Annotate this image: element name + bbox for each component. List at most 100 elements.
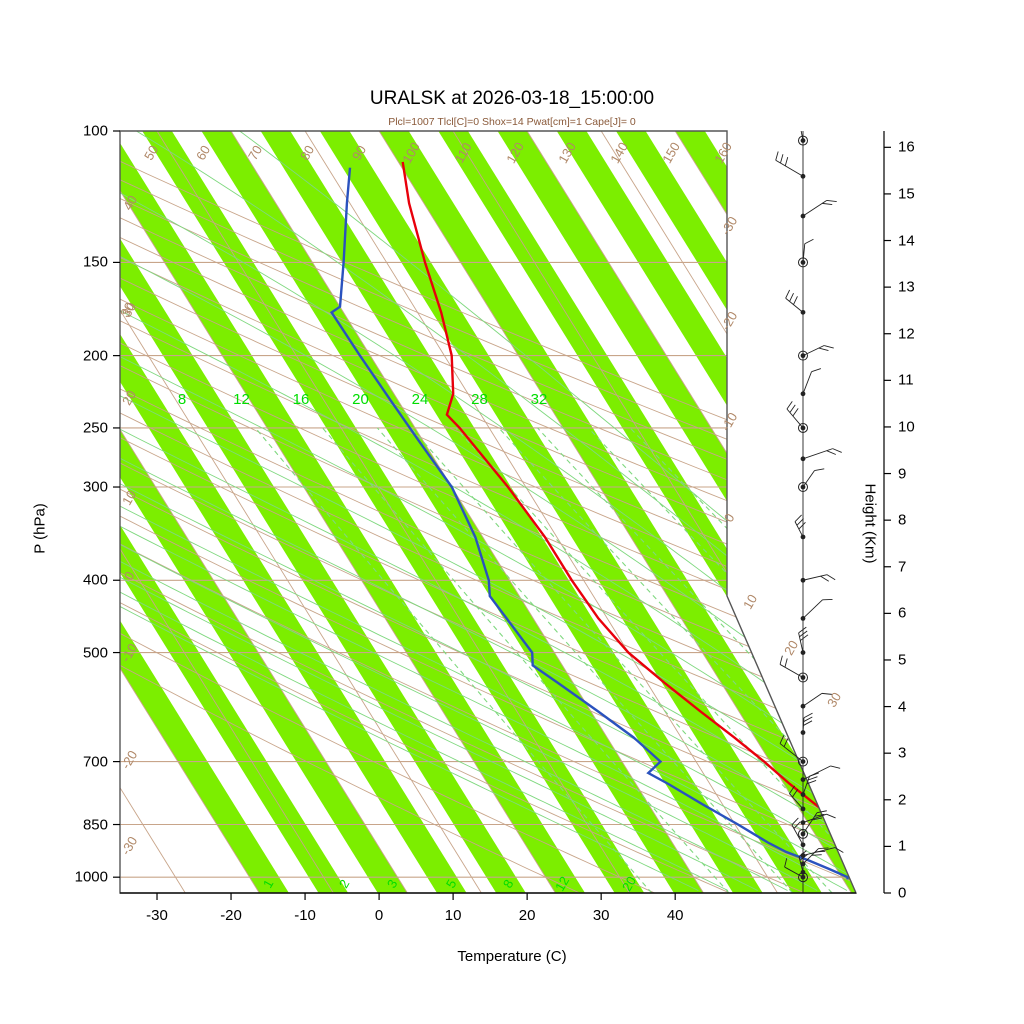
wind-level-circle	[798, 482, 808, 493]
dry-adiabat-line	[120, 235, 806, 893]
height-tick-label: 5	[898, 651, 907, 669]
wind-barb-shaft	[802, 371, 812, 394]
wind-barb-feather	[784, 156, 789, 166]
dry-adiabat-line	[120, 136, 856, 815]
wind-barb-shaft	[802, 574, 828, 581]
temperature-tick-label: -20	[220, 907, 242, 924]
moist-adiabat-line	[120, 131, 856, 891]
temperature-tick-label: -30	[146, 907, 168, 924]
wind-level-circle	[798, 672, 808, 683]
isotherm-line	[230, 131, 704, 893]
isotach-label: 8	[178, 391, 186, 408]
moist-adiabat-line	[120, 131, 856, 891]
moist-adiabat-line	[230, 131, 856, 891]
grid-label: 70	[245, 143, 265, 163]
wind-barb-feather	[785, 289, 791, 299]
wind-barb-feather	[791, 817, 799, 826]
grid-label: 40	[120, 193, 140, 213]
height-tick-label: 14	[898, 232, 915, 250]
wind-level-circle	[798, 350, 808, 361]
wind-barb-feather	[820, 575, 829, 582]
wind-level-dot	[800, 456, 806, 462]
plot-border	[119, 130, 858, 894]
dry-adiabat-line	[120, 173, 856, 893]
wind-barb-feather	[811, 854, 822, 856]
dry-adiabat-line	[120, 137, 856, 893]
wind-barb-feather	[822, 202, 833, 205]
moist-adiabat-line	[120, 131, 856, 891]
grid-label: 10	[119, 488, 139, 508]
height-tick-label: 7	[898, 558, 907, 576]
height-tick-label: 0	[898, 884, 907, 902]
isotach-label: 24	[412, 391, 429, 408]
dry-adiabat-line	[120, 137, 856, 893]
isotach-band	[120, 131, 526, 893]
isotherm-line	[822, 131, 856, 893]
wind-barb-feather	[814, 468, 825, 472]
temperature-tick-label: -10	[294, 907, 316, 924]
grid-label: -20	[718, 309, 740, 333]
wind-level-dot	[800, 309, 806, 315]
moist-adiabat-line	[120, 195, 699, 891]
wind-level-dot	[800, 792, 806, 797]
mixing-ratio-line	[376, 427, 794, 893]
wind-level-dot	[800, 806, 806, 812]
grid-label: 12	[552, 874, 572, 894]
grid-label: 20	[781, 638, 801, 658]
height-tick-label: 12	[898, 325, 915, 343]
wind-barb-feather	[812, 817, 823, 821]
grid-label: -30	[718, 214, 740, 238]
wind-barb-feather	[826, 574, 836, 581]
wind-level-dot	[800, 173, 806, 179]
wind-barb-shaft	[775, 159, 804, 177]
wind-level-dot	[800, 616, 806, 621]
wind-barb-feather	[792, 408, 799, 417]
isotherm-line	[378, 131, 852, 893]
wind-level-circle	[798, 422, 808, 433]
wind-barb-shaft	[802, 345, 825, 357]
wind-barb-shaft	[802, 776, 810, 795]
pressure-tick-label: 250	[82, 419, 108, 437]
height-tick-label: 11	[898, 371, 914, 389]
pressure-tick-label: 1000	[74, 868, 108, 886]
grid-label: 60	[193, 143, 213, 163]
temperature-tick-label: 0	[374, 907, 384, 924]
grid-label: 20	[619, 874, 639, 894]
wind-barb-shaft	[802, 848, 819, 865]
wind-barb-feather	[808, 776, 818, 781]
sounding-profiles	[329, 161, 856, 881]
isotherm-line	[120, 131, 556, 893]
moist-adiabat-line	[120, 173, 729, 891]
wind-barb-feather	[821, 692, 832, 695]
pressure-tick-label: 500	[82, 644, 108, 662]
wind-barb-feather	[796, 518, 804, 526]
wind-barb-feather	[779, 655, 783, 665]
mixing-ratio-line	[410, 427, 833, 893]
pressure-tick-label: 400	[82, 571, 108, 589]
wind-barb-shaft	[802, 243, 806, 263]
isotherm-line	[526, 131, 856, 893]
wind-level-dot	[800, 259, 806, 265]
wind-barb-feather	[784, 658, 788, 668]
isotherm-line	[0, 131, 111, 893]
wind-level-circle	[798, 135, 808, 146]
isotach-band	[120, 131, 289, 893]
wind-barb-column	[775, 131, 844, 893]
height-tick-label: 10	[898, 418, 915, 436]
wind-barb-feather	[784, 858, 788, 868]
isotach-label: 12	[233, 391, 250, 408]
dry-adiabat-line	[120, 136, 856, 867]
mixing-ratio-line	[254, 427, 653, 893]
wind-barb-feather	[803, 712, 813, 719]
isotach-band	[379, 131, 856, 893]
moist-adiabat-line	[120, 131, 848, 891]
dry-adiabat-line	[120, 137, 856, 893]
height-tick-label: 2	[898, 791, 907, 809]
dry-adiabat-line	[120, 371, 580, 893]
dry-adiabat-line	[120, 137, 856, 893]
grid-label: 50	[141, 143, 161, 163]
isotherm-line	[120, 131, 408, 893]
wind-level-dot	[800, 534, 806, 540]
dry-adiabat-lines	[120, 136, 856, 893]
